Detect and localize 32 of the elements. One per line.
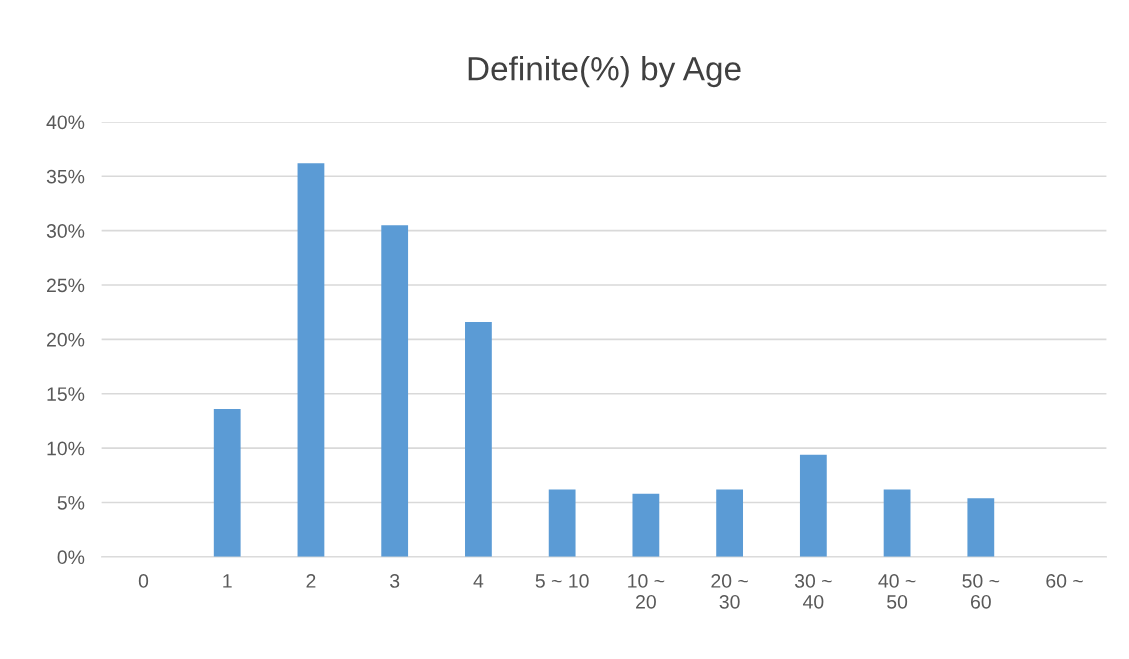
bar <box>213 408 241 557</box>
x-tick-label: 0 <box>138 574 149 588</box>
y-tick-label: 20% <box>47 332 85 347</box>
x-tick-label: 10 ~ 20 <box>628 574 665 609</box>
x-tick-label: 50 ~ 60 <box>962 574 1000 609</box>
x-tick-label: 40 ~ 50 <box>878 574 916 609</box>
y-tick-label: 10% <box>47 441 85 456</box>
x-tick-label: 5 ~ 10 <box>535 574 589 588</box>
bar <box>799 454 827 557</box>
y-tick-label: 35% <box>46 169 85 184</box>
chart-title: Definite(%) by Age <box>468 56 741 88</box>
bar <box>465 321 492 557</box>
x-tick-label: 60 ~ <box>1046 574 1083 588</box>
y-tick-label: 15% <box>47 387 85 401</box>
x-tick-label: 1 <box>223 574 232 588</box>
bar <box>381 225 409 557</box>
bar <box>297 163 325 557</box>
x-tick-label: 2 <box>306 574 316 588</box>
bar <box>632 493 660 557</box>
bar <box>716 489 744 557</box>
bar <box>883 489 911 557</box>
x-tick-label: 30 ~ 40 <box>794 574 832 609</box>
y-tick-label: 40% <box>46 115 85 130</box>
y-tick-label: 25% <box>47 278 85 293</box>
bar <box>548 489 576 557</box>
y-tick-label: 30% <box>46 224 85 238</box>
y-tick-label: 5% <box>57 496 85 510</box>
x-tick-label: 4 <box>473 574 484 588</box>
x-tick-label: 20 ~ 30 <box>711 574 748 609</box>
y-tick-label: 0% <box>57 550 85 565</box>
x-tick-label: 3 <box>390 574 400 588</box>
bar <box>967 498 995 557</box>
